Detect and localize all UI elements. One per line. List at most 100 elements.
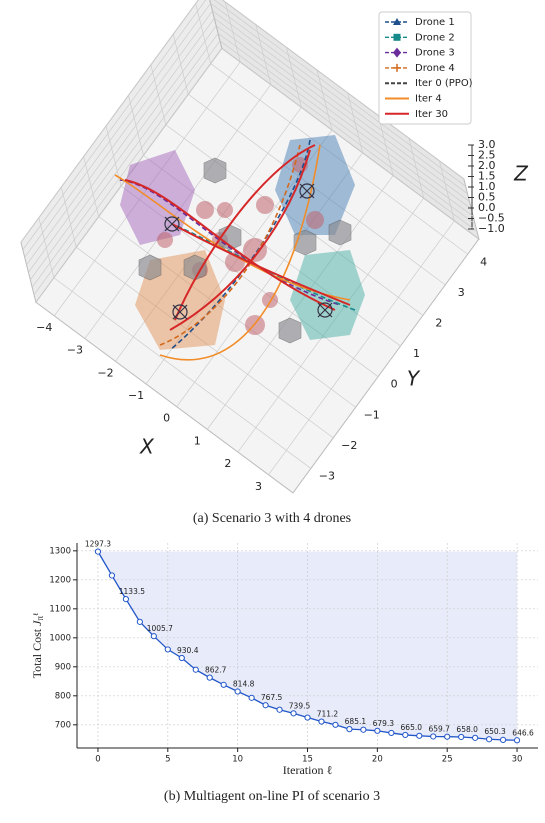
x-tick-label: 0 — [95, 755, 100, 765]
z-tick-label: 2.5 — [478, 149, 496, 162]
value-label: 739.5 — [289, 701, 311, 710]
z-tick-label: −1.0 — [478, 222, 505, 235]
value-label: 646.6 — [512, 728, 534, 737]
y-tick-label: −1 — [364, 408, 380, 421]
x-axis-label: Iteration ℓ — [283, 763, 333, 777]
legend-label: Iter 4 — [415, 94, 442, 105]
legend-label: Iter 0 (PPO) — [415, 78, 473, 89]
y-axis-label: Y — [407, 367, 421, 391]
z-tick-label: 3.0 — [478, 138, 496, 151]
value-label: 814.8 — [233, 680, 255, 689]
legend-marker — [393, 33, 401, 41]
point — [304, 714, 311, 721]
drones — [164, 183, 333, 320]
legend-marker — [393, 18, 401, 25]
x-tick-label: −1 — [128, 389, 144, 402]
x-tick-label: 15 — [302, 755, 313, 765]
point — [472, 734, 479, 741]
point — [499, 736, 507, 743]
y-tick-label: 1000 — [49, 633, 71, 643]
x-tick-label: −2 — [97, 366, 113, 379]
grid-line — [216, 25, 474, 217]
value-label: 1297.3 — [85, 540, 111, 549]
grid-line — [206, 175, 394, 430]
value-label: 1005.7 — [147, 624, 173, 633]
z-tick-label: 2.0 — [478, 159, 496, 172]
value-label: 767.5 — [261, 693, 283, 702]
point — [444, 733, 451, 740]
z-tick-label: 0.0 — [478, 201, 496, 214]
y-tick-label: −3 — [319, 469, 335, 482]
point — [388, 729, 395, 737]
point — [486, 736, 493, 743]
z-tick-label: 1.5 — [478, 170, 496, 183]
value-label: 711.2 — [317, 710, 339, 719]
value-label: 679.3 — [373, 719, 395, 728]
y-tick-label: 0 — [391, 378, 398, 391]
grid-line — [53, 277, 312, 469]
legend-label: Drone 1 — [415, 17, 455, 28]
y-tick-label: 1300 — [49, 546, 71, 556]
y-tick-label: 800 — [55, 691, 71, 701]
legend-label: Drone 4 — [415, 63, 455, 74]
point — [416, 732, 423, 739]
point — [164, 646, 171, 653]
point — [402, 731, 409, 739]
y-tick-label: 3 — [458, 286, 465, 299]
point — [220, 681, 227, 688]
x-tick-label: −3 — [67, 344, 83, 357]
caption: (a) Scenario 3 with 4 drones — [193, 511, 351, 526]
point — [108, 572, 116, 579]
grid-line — [219, 40, 478, 232]
point — [178, 654, 185, 662]
point — [290, 710, 297, 717]
cubes — [138, 157, 352, 344]
grid-line — [120, 185, 379, 377]
value-label: 665.0 — [401, 723, 423, 732]
caption: (b) Multiagent on-line PI of scenario 3 — [164, 789, 380, 804]
x-tick-label: 20 — [372, 755, 383, 765]
point — [192, 666, 199, 673]
y-tick-label: −2 — [341, 439, 357, 452]
grid-line — [212, 10, 470, 202]
trajectories — [114, 139, 356, 361]
grid-line — [35, 48, 223, 303]
value-label: 1133.5 — [119, 587, 145, 596]
point — [318, 718, 325, 725]
grid-line — [26, 10, 213, 265]
x-axis-label: X — [139, 435, 155, 459]
grid-line — [24, 3, 211, 258]
grid-line — [213, 0, 466, 187]
value-label: 650.3 — [484, 727, 506, 736]
grid-line — [84, 84, 272, 339]
grid-line — [33, 40, 221, 295]
value-label: 659.7 — [428, 724, 450, 733]
grid-line — [210, 2, 468, 195]
point — [513, 737, 521, 744]
point — [122, 596, 129, 603]
grid-line — [98, 216, 356, 408]
legend-marker — [393, 63, 401, 72]
value-label: 685.1 — [345, 717, 367, 726]
grid-line — [76, 246, 334, 439]
z-tick-label: 0.5 — [478, 191, 496, 204]
point — [262, 702, 269, 709]
value-label: 862.7 — [205, 666, 227, 675]
grid-line — [268, 220, 455, 475]
grid-line — [28, 18, 215, 273]
legend-label: Drone 3 — [415, 48, 455, 59]
y-tick-label: 900 — [55, 662, 71, 672]
value-label: 658.0 — [456, 725, 478, 734]
y-label-symbol: J — [30, 620, 44, 626]
x-tick-label: 2 — [224, 457, 231, 470]
grid-line — [217, 32, 476, 225]
point — [136, 618, 143, 625]
x-tick-label: −4 — [36, 321, 52, 334]
grid-line — [30, 25, 217, 280]
x-tick-label: 5 — [165, 755, 170, 765]
x-tick-label: 10 — [232, 755, 243, 765]
x-tick-label: 1 — [194, 434, 201, 447]
y-axis-label: Total Cost Jπℓ — [30, 613, 45, 679]
point — [374, 727, 381, 734]
